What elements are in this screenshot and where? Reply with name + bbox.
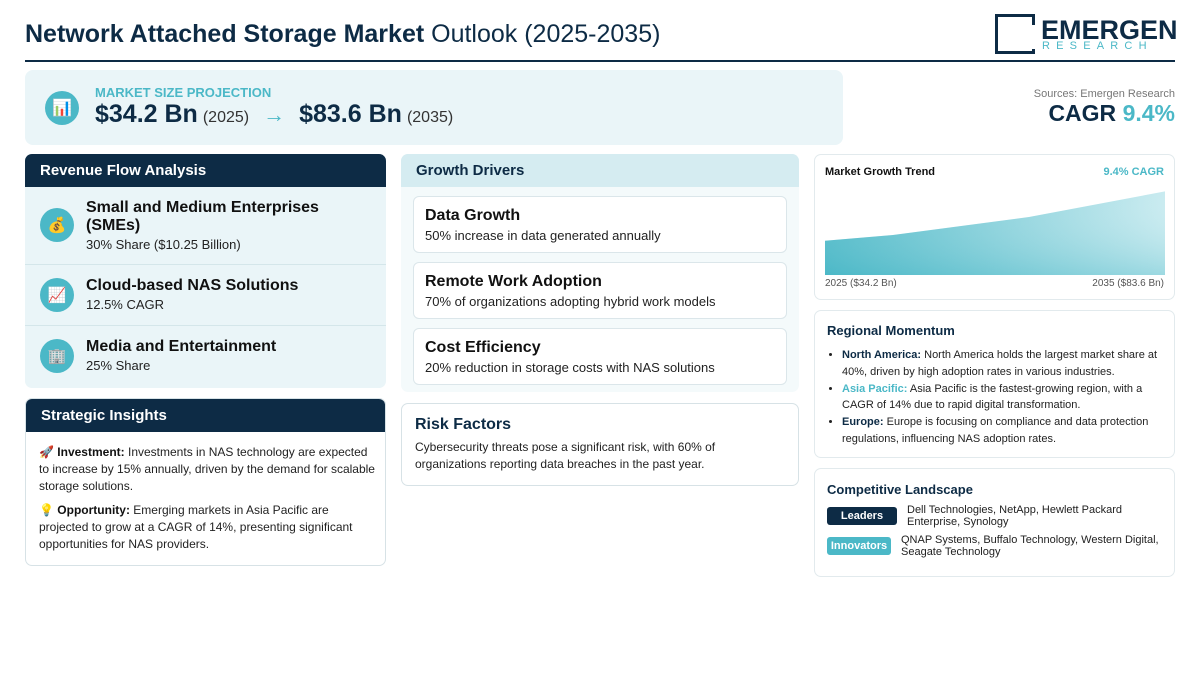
- region-item: North America: North America holds the l…: [842, 347, 1167, 381]
- innovators-badge: Innovators: [827, 537, 891, 555]
- cagr-headline: CAGR 9.4%: [1048, 100, 1175, 127]
- logo-subtitle: RESEARCH: [1042, 40, 1153, 52]
- driver-title: Cost Efficiency: [425, 339, 541, 356]
- revenue-flow-heading: Revenue Flow Analysis: [25, 154, 386, 187]
- arrow-right-icon: →: [263, 102, 286, 127]
- insight-label: Opportunity:: [57, 503, 130, 517]
- revenue-item-title: Media and Entertainment: [86, 338, 277, 355]
- regional-momentum-card: Regional Momentum North America: North A…: [814, 310, 1175, 458]
- driver-title: Remote Work Adoption: [425, 273, 602, 290]
- region-item: Europe: Europe is focusing on compliance…: [842, 414, 1167, 448]
- page-title: Network Attached Storage Market Outlook …: [25, 20, 660, 49]
- driver-card: Data Growth 50% increase in data generat…: [413, 196, 787, 253]
- revenue-item: 🏢 Media and Entertainment 25% Share: [25, 326, 386, 387]
- revenue-item-title: Cloud-based NAS Solutions: [86, 277, 299, 294]
- competitive-landscape-card: Competitive Landscape Leaders Dell Techn…: [814, 468, 1175, 577]
- region-text: Europe is focusing on compliance and dat…: [842, 416, 1149, 445]
- revenue-flow-panel: Revenue Flow Analysis 💰 Small and Medium…: [25, 154, 386, 388]
- innovators-text: QNAP Systems, Buffalo Technology, Wester…: [901, 534, 1159, 558]
- emergen-logo[interactable]: EMERGEN RESEARCH: [995, 14, 1178, 56]
- region-label: North America:: [842, 349, 922, 361]
- region-text: Asia Pacific is the fastest-growing regi…: [842, 382, 1143, 412]
- insight-text: Investments in NAS technology are expect…: [39, 445, 375, 493]
- leaders-text: Dell Technologies, NetApp, Hewlett Packa…: [907, 504, 1123, 528]
- logo-word: EMERGEN: [1041, 15, 1178, 45]
- revenue-item-sub: 25% Share: [86, 358, 151, 373]
- office-building-icon: 🏢: [40, 339, 74, 373]
- regional-list: North America: North America holds the l…: [842, 347, 1167, 448]
- header: Network Attached Storage Market Outlook …: [25, 14, 1178, 62]
- revenue-item: 💰 Small and Medium Enterprises (SMEs) 30…: [25, 187, 386, 265]
- revenue-item-title: Small and Medium Enterprises (SMEs): [86, 199, 319, 234]
- driver-title: Data Growth: [425, 207, 521, 224]
- insight-opportunity: 💡 Opportunity: Emerging markets in Asia …: [39, 502, 375, 553]
- trend-end-label: 2035 ($83.6 Bn): [1092, 278, 1164, 289]
- lightbulb-icon: 💡: [39, 503, 54, 517]
- bar-chart-icon: 📊: [45, 91, 79, 125]
- region-label: Europe:: [842, 416, 884, 429]
- revenue-item-sub: 12.5% CAGR: [86, 297, 165, 312]
- strategic-insights-heading: Strategic Insights: [26, 399, 385, 432]
- growth-drivers-panel: Growth Drivers Data Growth 50% increase …: [401, 154, 799, 392]
- driver-card: Remote Work Adoption 70% of organization…: [413, 262, 787, 319]
- region-item: Asia Pacific: Asia Pacific is the fastes…: [842, 381, 1167, 415]
- trend-area-chart: [825, 191, 1165, 275]
- trend-up-icon: 📈: [40, 278, 74, 312]
- insight-investment: 🚀 Investment: Investments in NAS technol…: [39, 444, 375, 495]
- end-value: $83.6 Bn: [299, 100, 402, 128]
- page-title-bold: Network Attached Storage Market: [25, 20, 425, 48]
- start-year: (2025): [202, 109, 250, 126]
- strategic-insights-panel: Strategic Insights 🚀 Investment: Investm…: [25, 398, 386, 566]
- leaders-badge: Leaders: [827, 507, 897, 525]
- market-growth-trend-card: Market Growth Trend 9.4% CAGR 2025 ($34.…: [814, 154, 1175, 300]
- insight-text: Emerging markets in Asia Pacific are pro…: [39, 503, 353, 551]
- end-year: (2035): [406, 109, 454, 126]
- page-title-light: Outlook (2025-2035): [431, 20, 661, 48]
- trend-start-label: 2025 ($34.2 Bn): [825, 278, 897, 289]
- cagr-value: 9.4%: [1122, 100, 1175, 126]
- regional-heading: Regional Momentum: [827, 323, 955, 338]
- trend-area-shade: [825, 191, 1165, 275]
- rocket-icon: 🚀: [39, 445, 54, 459]
- growth-drivers-heading: Growth Drivers: [401, 154, 799, 187]
- driver-desc: 50% increase in data generated annually: [425, 228, 661, 243]
- revenue-item: 📈 Cloud-based NAS Solutions 12.5% CAGR: [25, 265, 386, 326]
- region-text: North America holds the largest market s…: [842, 349, 1158, 378]
- region-label: Asia Pacific:: [842, 382, 908, 395]
- trend-title: Market Growth Trend: [825, 166, 936, 178]
- risk-desc: Cybersecurity threats pose a significant…: [415, 440, 716, 471]
- sources-text: Sources: Emergen Research: [1033, 88, 1175, 100]
- logo-mark-icon: [995, 14, 1035, 54]
- projection-values: $34.2 Bn (2025) → $83.6 Bn (2035): [95, 100, 453, 129]
- insight-label: Investment:: [57, 445, 125, 459]
- risk-factors-panel: Risk Factors Cybersecurity threats pose …: [401, 403, 799, 486]
- cagr-label: CAGR: [1048, 100, 1117, 126]
- start-value: $34.2 Bn: [95, 100, 198, 128]
- driver-desc: 70% of organizations adopting hybrid wor…: [425, 294, 716, 309]
- trend-cagr: 9.4% CAGR: [1103, 166, 1164, 178]
- projection-label: MARKET SIZE PROJECTION: [95, 85, 272, 100]
- market-size-banner: 📊 MARKET SIZE PROJECTION $34.2 Bn (2025) →…: [25, 70, 843, 145]
- competitive-heading: Competitive Landscape: [827, 482, 973, 497]
- risk-title: Risk Factors: [415, 416, 512, 433]
- driver-desc: 20% reduction in storage costs with NAS …: [425, 360, 715, 375]
- money-bag-icon: 💰: [40, 208, 74, 242]
- driver-card: Cost Efficiency 20% reduction in storage…: [413, 328, 787, 385]
- revenue-item-sub: 30% Share ($10.25 Billion): [86, 237, 241, 252]
